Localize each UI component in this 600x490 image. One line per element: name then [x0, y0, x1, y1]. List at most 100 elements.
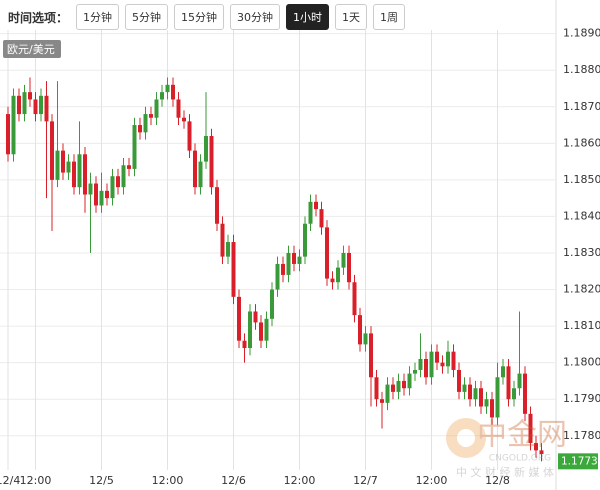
- period-button[interactable]: 1周: [373, 4, 406, 30]
- candle-body: [325, 227, 329, 279]
- period-button[interactable]: 1天: [335, 4, 368, 30]
- candle-body: [28, 92, 32, 100]
- candle-body: [286, 252, 291, 275]
- candle-body: [110, 176, 115, 199]
- candle-body: [193, 150, 197, 188]
- candle-body: [396, 380, 401, 392]
- y-tick-label: 1.1790: [563, 392, 600, 405]
- period-button[interactable]: 1分钟: [76, 4, 120, 30]
- candle-body: [220, 223, 225, 257]
- y-tick-label: 1.1880: [563, 63, 600, 76]
- period-button[interactable]: 5分钟: [125, 4, 169, 30]
- watermark-logo: [457, 429, 475, 447]
- candle-body: [270, 289, 274, 319]
- y-tick-label: 1.1810: [563, 319, 600, 332]
- y-tick-label: 1.1830: [563, 246, 600, 259]
- candle-body: [341, 252, 346, 268]
- candle-body: [451, 351, 456, 370]
- candle-body: [435, 351, 439, 363]
- candle-body: [226, 242, 230, 257]
- period-button[interactable]: 1小时: [286, 4, 330, 30]
- candle-body: [72, 161, 76, 188]
- x-tick-label: 12:00: [152, 474, 184, 487]
- y-tick-label: 1.1840: [563, 209, 600, 222]
- candle-body: [50, 121, 54, 180]
- candle-body: [105, 190, 109, 199]
- candle-body: [66, 161, 71, 173]
- candle-body: [468, 384, 472, 400]
- candle-body: [88, 183, 93, 195]
- candle-body: [160, 92, 164, 100]
- x-tick-label: 12/7: [353, 474, 378, 487]
- symbol-tag: 欧元/美元: [3, 40, 61, 58]
- candle-body: [358, 315, 362, 345]
- watermark-logo: [446, 418, 486, 458]
- symbol-tag-box: [3, 40, 61, 58]
- candle-body: [215, 187, 219, 224]
- y-tick-label: 1.1780: [563, 429, 600, 442]
- candle-body: [385, 384, 390, 403]
- candle-body: [484, 399, 489, 407]
- candle-body: [363, 333, 368, 345]
- candle-body: [457, 369, 461, 392]
- candle-body: [149, 114, 153, 118]
- period-button[interactable]: 30分钟: [230, 4, 281, 30]
- candle-body: [99, 190, 104, 206]
- candle-body: [424, 358, 428, 378]
- candle-body: [539, 450, 544, 455]
- candle-body: [402, 380, 406, 389]
- candle-body: [429, 351, 434, 378]
- candle-body: [17, 95, 21, 115]
- x-tick-label: 12/5: [89, 474, 114, 487]
- candle-body: [418, 358, 423, 370]
- y-tick-label: 1.1860: [563, 136, 600, 149]
- candle-body: [121, 165, 126, 188]
- candle-body: [143, 114, 148, 133]
- toolbar-label: 时间选项：: [8, 10, 69, 25]
- candle-body: [94, 183, 98, 206]
- candle-body: [308, 201, 313, 224]
- period-button[interactable]: 15分钟: [174, 4, 225, 30]
- candle-body: [237, 296, 241, 341]
- candle-body: [33, 99, 38, 115]
- candle-body: [347, 252, 351, 283]
- candle-body: [528, 413, 533, 444]
- last-price-label: 1.1773: [561, 455, 598, 467]
- y-tick-label: 1.1850: [563, 173, 600, 186]
- watermark-slogan: 中 文 财 经 新 媒 体: [456, 465, 554, 479]
- candle-body: [138, 125, 142, 133]
- candle-body: [281, 263, 285, 275]
- watermark: 中金网 CNGOLD.ORG 中 文 财 经 新 媒 体: [446, 418, 567, 479]
- candle-body: [77, 154, 82, 188]
- candle-body: [39, 95, 43, 115]
- candle-body: [446, 351, 450, 367]
- candle-body: [187, 121, 192, 151]
- candle-body: [83, 154, 87, 195]
- candle-body: [171, 84, 175, 100]
- candle-body: [413, 369, 417, 374]
- y-tick-label: 1.1890: [563, 27, 600, 40]
- x-tick-label: 12:00: [20, 474, 52, 487]
- candle-body: [462, 384, 467, 392]
- candle-body: [534, 443, 538, 451]
- candle-body: [407, 373, 412, 389]
- candle-body: [55, 150, 60, 180]
- symbol-label: 欧元/美元: [7, 43, 55, 56]
- candle-body: [176, 99, 181, 118]
- candle-body: [303, 223, 307, 257]
- x-tick-label: 12/4: [0, 474, 20, 487]
- candle-body: [479, 388, 483, 407]
- candle-body: [391, 384, 395, 392]
- candle-body: [248, 311, 252, 349]
- candle-body: [116, 176, 120, 188]
- candle-body: [132, 125, 137, 169]
- x-tick-label: 12/8: [485, 474, 510, 487]
- candle-body: [495, 377, 500, 418]
- candle-body: [198, 161, 203, 188]
- candle-body: [154, 99, 159, 118]
- x-tick-label: 12:00: [284, 474, 316, 487]
- candle-body: [209, 136, 214, 188]
- candle-body: [11, 95, 16, 155]
